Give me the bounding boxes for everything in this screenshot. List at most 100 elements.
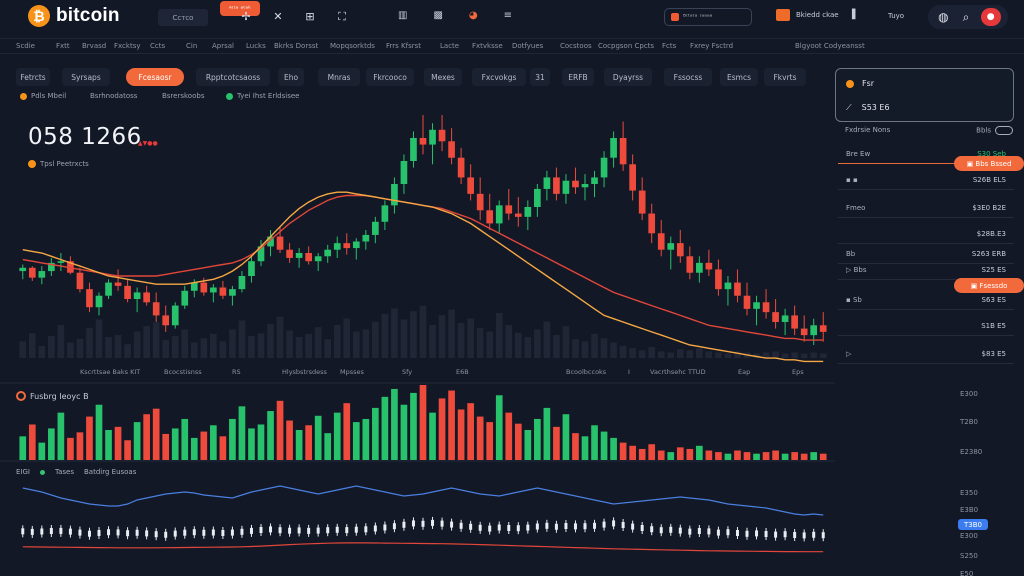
indicator-2[interactable]: Bsrhnodatoss	[90, 92, 137, 100]
menu-item[interactable]: Lucks	[246, 42, 266, 50]
tab-4[interactable]: Eho	[278, 68, 304, 86]
mini-candle-body	[621, 522, 625, 528]
menu-item[interactable]: Fxtt	[56, 42, 70, 50]
tab-0[interactable]: Fetrcts	[16, 68, 50, 86]
menu-item[interactable]: Fxrey Fsctrd	[690, 42, 734, 50]
menu-item[interactable]: Fxcktsy	[114, 42, 141, 50]
volume-bar	[715, 452, 722, 460]
globe-icon[interactable]: ◍	[938, 10, 949, 24]
menu-item[interactable]: Cin	[186, 42, 198, 50]
menu-item[interactable]: Bkrks Dorsst	[274, 42, 319, 50]
tab-10[interactable]: ERFB	[562, 68, 594, 86]
symbol-selector[interactable]: Сcтco	[158, 9, 208, 26]
background-volume-bar	[572, 339, 579, 358]
candle-body	[762, 302, 770, 313]
background-volume-bar	[600, 338, 608, 358]
menu-item[interactable]: Ccts	[150, 42, 166, 50]
record-icon[interactable]: ●	[980, 8, 1001, 26]
indicator-1[interactable]: Pdls Mbeil	[20, 92, 66, 100]
menu-item[interactable]: Mopqsorktds	[330, 42, 375, 50]
background-volume-bar	[181, 329, 189, 358]
rsi-line	[22, 485, 824, 516]
tab-11[interactable]: Dyayrss	[604, 68, 652, 86]
crosshair-icon[interactable]: ✢	[241, 10, 251, 23]
menu-item[interactable]: Frrs Kfsrst	[386, 42, 421, 50]
mini-candle-body	[402, 521, 406, 528]
candle-body	[133, 292, 141, 299]
candle-body	[486, 210, 494, 224]
orderbook-row[interactable]: ▷ $83 E5	[838, 346, 1014, 364]
tab-1[interactable]: Syrsaps	[62, 68, 110, 86]
tab-13[interactable]: Esmcs	[720, 68, 758, 86]
close-icon[interactable]: ✕	[273, 10, 283, 23]
grid-icon[interactable]: ⊞	[305, 10, 315, 23]
volume-bar	[229, 418, 236, 460]
menu-item[interactable]: Dotfyues	[512, 42, 544, 50]
orderbook-row[interactable]: S1B E5	[838, 318, 1014, 336]
menu-item[interactable]: Cocstoos	[560, 42, 592, 50]
tab-14[interactable]: Fkvrts	[764, 68, 806, 86]
menu-item[interactable]: Aprsal	[212, 42, 234, 50]
menu-item[interactable]: Scdie	[16, 42, 35, 50]
tab-7[interactable]: Mexes	[424, 68, 462, 86]
menu-icon[interactable]: ≡	[503, 10, 513, 21]
tab-12[interactable]: Fssocss	[664, 68, 712, 86]
fullscreen-icon[interactable]: ⛶	[338, 10, 346, 23]
background-volume-bar	[28, 333, 36, 358]
alert-badge[interactable]: ᴬᶦᶦᵃ ᵃᵗᵃᵏ	[220, 1, 260, 16]
volume-bar	[38, 442, 46, 460]
menu-item[interactable]: Cocpgson Cpcts	[598, 42, 655, 50]
sell-order-button[interactable]: ▣ Fsessdo	[954, 278, 1024, 293]
orderbook-row[interactable]: $28B.E3	[838, 226, 1014, 244]
brand[interactable]: ₿ bitcoin	[28, 5, 120, 27]
background-volume-bar	[200, 338, 208, 358]
buy-order-button[interactable]: ▣ Bbs Bssed	[954, 156, 1024, 171]
mini-candle-body	[583, 523, 587, 530]
chart-bottom-label: RS	[232, 368, 241, 376]
background-volume-bar	[105, 337, 112, 358]
orderbook-row[interactable]: Fmeo $3E0 B2E	[838, 200, 1014, 218]
tab-6[interactable]: Fkrcooco	[366, 68, 414, 86]
menu-item[interactable]: Blgyoot Codyeansst	[795, 42, 865, 50]
background-volume-bar	[591, 333, 598, 358]
phone-icon[interactable]: ▌	[852, 10, 859, 20]
tab-9[interactable]: 31	[530, 68, 550, 86]
tab-8[interactable]: Fxcvokgs	[472, 68, 526, 86]
account-button[interactable]: Bkiedd ckae	[776, 9, 839, 21]
orderbook-row-price: S25 ES	[981, 266, 1006, 274]
volume-bar	[495, 395, 503, 460]
user-name[interactable]: Tuyo	[888, 12, 905, 20]
volume-bar	[372, 407, 379, 460]
tab-3[interactable]: Rpptcotcsaoss	[196, 68, 270, 86]
order-panel[interactable]: Fsr ⟋ S53 E6	[835, 68, 1014, 122]
orderbook-row[interactable]: ▪ Sb S63 ES	[838, 292, 1014, 310]
orderbook-row[interactable]: ▪ ▪ S26B ELS	[838, 172, 1014, 190]
order-panel-row-1-label: Fsr	[862, 79, 875, 88]
menu-item[interactable]: Fcts	[662, 42, 677, 50]
tab-2[interactable]: Fcesaosr	[126, 68, 184, 86]
tab-5[interactable]: Mnras	[318, 68, 360, 86]
chart-type-icon[interactable]: ▥	[398, 10, 408, 21]
volume-bar	[19, 436, 27, 460]
layout-icon[interactable]: ▩	[433, 10, 443, 21]
orderbook-row[interactable]: Bb S263 ERB	[838, 246, 1014, 264]
menu-item[interactable]: Fxtvksse	[472, 42, 503, 50]
price-chart[interactable]	[0, 100, 835, 576]
indicator-3[interactable]: Bsrerskoobs	[162, 92, 204, 100]
background-volume-bar	[324, 339, 332, 358]
wallet-button[interactable]: ᴮᶦᵗᵃᵗᵃ ᶦᵃᵃᵃᵃ	[664, 8, 752, 26]
order-panel-row-2-label: S53 E6	[861, 103, 890, 112]
indicator-4[interactable]: Tyei Ihst Erldsisee	[226, 92, 299, 100]
mini-candle-body	[221, 530, 225, 536]
orderbook-header-right[interactable]: Bbls	[976, 126, 1013, 135]
volume-bar	[28, 424, 36, 460]
mini-candle-body	[345, 527, 349, 534]
search-icon[interactable]: ⌕	[962, 9, 970, 24]
alert-bell-icon[interactable]: ◕	[468, 10, 478, 21]
menu-item[interactable]: Brvasd	[82, 42, 107, 50]
candle-body	[162, 315, 170, 326]
menu-item[interactable]: Lacte	[440, 42, 460, 50]
background-volume-bar	[562, 326, 570, 358]
orderbook-row[interactable]: ▷ Bbs S25 ES	[838, 262, 1014, 280]
toggle-switch[interactable]	[995, 126, 1013, 135]
